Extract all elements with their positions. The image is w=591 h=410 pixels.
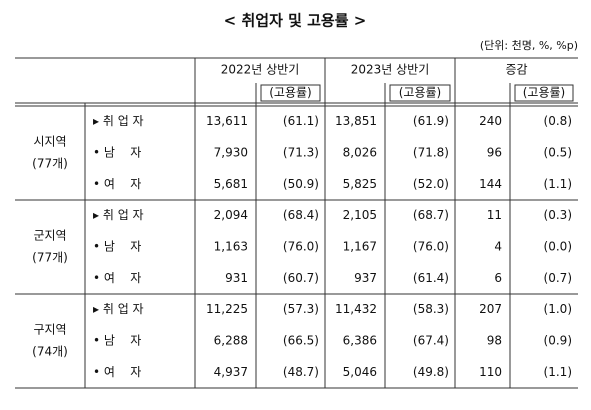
rate-cell: (0.7)	[544, 271, 572, 285]
rate-cell: (76.0)	[413, 240, 449, 254]
value-cell: 6,288	[214, 334, 248, 348]
rate-cell: (67.4)	[413, 334, 449, 348]
value-cell: 4	[494, 240, 502, 254]
value-cell: 13,851	[335, 114, 377, 128]
value-cell: 4,937	[214, 365, 248, 379]
row-label: • 여 자	[93, 177, 141, 191]
rate-cell: (68.7)	[413, 208, 449, 222]
value-cell: 937	[354, 271, 377, 285]
value-cell: 1,167	[343, 240, 377, 254]
unit: (단위: 천명, %, %p)	[480, 38, 578, 52]
rate-cell: (49.8)	[413, 365, 449, 379]
group-name: 구지역	[33, 323, 66, 337]
group-count: (77개)	[32, 157, 68, 171]
rate-cell: (0.0)	[544, 240, 572, 254]
row-label: • 남 자	[93, 334, 141, 348]
column-subheader: (고용률)	[269, 86, 311, 100]
rate-cell: (61.9)	[413, 114, 449, 128]
value-cell: 5,046	[343, 365, 377, 379]
value-cell: 11,225	[206, 302, 248, 316]
rate-cell: (1.1)	[544, 177, 572, 191]
row-label: ▸ 취 업 자	[93, 302, 144, 316]
value-cell: 240	[479, 114, 502, 128]
group-count: (77개)	[32, 251, 68, 265]
value-cell: 2,094	[214, 208, 248, 222]
value-cell: 11	[487, 208, 502, 222]
rate-cell: (52.0)	[413, 177, 449, 191]
column-subheader: (고용률)	[523, 86, 565, 100]
value-cell: 5,681	[214, 177, 248, 191]
rate-cell: (0.3)	[544, 208, 572, 222]
value-cell: 6	[494, 271, 502, 285]
row-label: ▸ 취 업 자	[93, 208, 144, 222]
group-name: 시지역	[33, 135, 66, 149]
column-header: 증감	[505, 63, 527, 77]
value-cell: 6,386	[343, 334, 377, 348]
rate-cell: (71.3)	[283, 146, 319, 160]
rate-cell: (1.1)	[544, 365, 572, 379]
subheader-box	[260, 84, 321, 102]
group-count: (74개)	[32, 345, 68, 359]
value-cell: 98	[487, 334, 502, 348]
value-cell: 110	[479, 365, 502, 379]
rate-cell: (0.8)	[544, 114, 572, 128]
subheader-box	[514, 84, 574, 102]
rate-cell: (0.5)	[544, 146, 572, 160]
value-cell: 8,026	[343, 146, 377, 160]
row-label: • 여 자	[93, 365, 141, 379]
rate-cell: (1.0)	[544, 302, 572, 316]
column-subheader: (고용률)	[399, 86, 441, 100]
value-cell: 2,105	[343, 208, 377, 222]
value-cell: 1,163	[214, 240, 248, 254]
column-header: 2023년 상반기	[351, 63, 430, 77]
title: < 취업자 및 고용률 >	[224, 12, 367, 30]
rate-cell: (71.8)	[413, 146, 449, 160]
column-header: 2022년 상반기	[221, 63, 300, 77]
rate-cell: (66.5)	[283, 334, 319, 348]
value-cell: 13,611	[206, 114, 248, 128]
rate-cell: (50.9)	[283, 177, 319, 191]
rate-cell: (58.3)	[413, 302, 449, 316]
rate-cell: (61.4)	[413, 271, 449, 285]
rate-cell: (76.0)	[283, 240, 319, 254]
value-cell: 144	[479, 177, 502, 191]
value-cell: 207	[479, 302, 502, 316]
value-cell: 7,930	[214, 146, 248, 160]
rate-cell: (68.4)	[283, 208, 319, 222]
rate-cell: (60.7)	[283, 271, 319, 285]
row-label: • 여 자	[93, 271, 141, 285]
group-name: 군지역	[33, 229, 66, 243]
subheader-box	[389, 84, 451, 102]
rate-cell: (61.1)	[283, 114, 319, 128]
value-cell: 96	[487, 146, 502, 160]
value-cell: 931	[225, 271, 248, 285]
value-cell: 11,432	[335, 302, 377, 316]
row-label: • 남 자	[93, 240, 141, 254]
rate-cell: (48.7)	[283, 365, 319, 379]
value-cell: 5,825	[343, 177, 377, 191]
row-label: ▸ 취 업 자	[93, 114, 144, 128]
row-label: • 남 자	[93, 146, 141, 160]
rate-cell: (57.3)	[283, 302, 319, 316]
rate-cell: (0.9)	[544, 334, 572, 348]
